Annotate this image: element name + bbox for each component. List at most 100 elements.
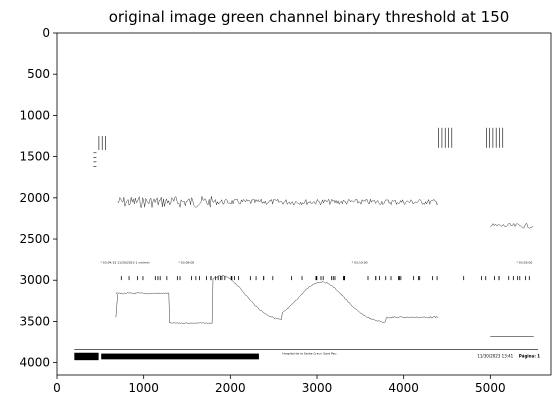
y-tick-label: 0 bbox=[42, 26, 50, 40]
event-marker bbox=[332, 276, 334, 281]
event-marker bbox=[154, 276, 156, 281]
right-label-block bbox=[499, 127, 500, 148]
event-marker bbox=[481, 276, 482, 281]
event-marker bbox=[272, 276, 274, 281]
left-legend-line bbox=[93, 157, 97, 158]
thresholded-image: * 03:04:33 11/30/2023 1 cm/min * 03:09:00… bbox=[74, 127, 540, 361]
event-marker bbox=[128, 276, 130, 281]
event-marker bbox=[375, 276, 377, 281]
timestamp-label: * 03:29:00 bbox=[516, 261, 532, 265]
event-marker bbox=[320, 276, 322, 281]
event-marker bbox=[316, 276, 318, 281]
event-marker bbox=[463, 276, 465, 281]
event-marker bbox=[367, 276, 369, 281]
middle-label-block bbox=[441, 127, 443, 148]
left-label-block bbox=[105, 136, 106, 151]
chart-title: original image green channel binary thre… bbox=[109, 8, 510, 26]
event-marker bbox=[221, 276, 223, 281]
event-marker bbox=[166, 276, 168, 281]
event-marker bbox=[512, 276, 514, 281]
event-marker bbox=[206, 276, 207, 281]
event-marker bbox=[217, 276, 219, 281]
timestamp-label: * 03:19:00 bbox=[352, 261, 368, 265]
event-marker bbox=[231, 276, 233, 281]
event-marker bbox=[398, 276, 399, 281]
event-marker bbox=[220, 276, 221, 281]
event-marker bbox=[233, 276, 235, 281]
middle-label-block bbox=[451, 127, 453, 148]
x-axis: 0 1000 2000 3000 4000 5000 bbox=[53, 375, 506, 395]
x-tick-label: 1000 bbox=[128, 381, 159, 395]
left-legend-line bbox=[93, 152, 97, 154]
event-marker bbox=[331, 276, 333, 281]
footer-center-text: Hospital de la Santa Creu i Sant Pau bbox=[282, 351, 336, 355]
event-marker bbox=[343, 276, 345, 281]
y-tick-label: 2500 bbox=[19, 232, 50, 246]
event-marker bbox=[291, 276, 292, 281]
event-marker bbox=[379, 276, 380, 281]
event-marker bbox=[263, 276, 265, 281]
left-legend-line bbox=[93, 166, 97, 167]
footer-datetime: 11/30/2023 13:41 bbox=[477, 354, 513, 359]
event-marker bbox=[137, 276, 138, 281]
y-tick-label: 3000 bbox=[19, 273, 50, 287]
event-marker bbox=[301, 276, 303, 281]
x-tick-label: 0 bbox=[53, 381, 61, 395]
event-marker bbox=[343, 276, 344, 281]
event-marker bbox=[249, 276, 251, 281]
footer-page-label: Página: 1 bbox=[519, 354, 540, 359]
event-marker bbox=[498, 276, 500, 281]
event-marker bbox=[176, 276, 178, 281]
left-label-block bbox=[101, 136, 103, 151]
footer-bar-left bbox=[74, 352, 99, 361]
event-marker bbox=[230, 276, 232, 281]
event-marker bbox=[508, 276, 510, 281]
event-marker bbox=[519, 276, 521, 281]
event-marker bbox=[322, 276, 324, 281]
event-marker bbox=[315, 276, 317, 281]
y-tick-label: 1500 bbox=[19, 150, 50, 164]
event-marker bbox=[436, 276, 438, 281]
event-marker bbox=[413, 276, 415, 281]
y-tick-label: 4000 bbox=[19, 356, 50, 370]
event-marker bbox=[195, 276, 197, 281]
timestamp-label: * 03:09:00 bbox=[178, 261, 194, 265]
event-marker bbox=[517, 276, 519, 281]
y-tick-label: 3500 bbox=[19, 314, 50, 328]
timestamp-label: * 03:04:33 11/30/2023 1 cm/min bbox=[100, 261, 149, 265]
event-marker bbox=[159, 276, 161, 281]
event-marker bbox=[334, 276, 336, 281]
x-tick-label: 3000 bbox=[302, 381, 333, 395]
event-marker bbox=[179, 276, 181, 281]
middle-label-block bbox=[438, 127, 439, 148]
footer-bar-main bbox=[101, 353, 259, 360]
event-marker bbox=[191, 276, 192, 281]
x-tick-label: 2000 bbox=[215, 381, 246, 395]
event-marker bbox=[238, 276, 240, 281]
x-tick-label: 5000 bbox=[475, 381, 506, 395]
event-marker bbox=[494, 276, 495, 281]
axes-frame bbox=[56, 32, 552, 376]
event-marker bbox=[528, 276, 530, 281]
event-marker bbox=[199, 276, 201, 281]
event-marker bbox=[255, 276, 257, 281]
event-marker bbox=[400, 276, 402, 281]
right-label-block bbox=[489, 127, 490, 148]
event-marker bbox=[157, 276, 159, 281]
event-marker bbox=[120, 276, 122, 281]
lower-trace-start bbox=[115, 294, 118, 318]
left-label-block bbox=[98, 136, 100, 151]
upper-trace bbox=[117, 196, 439, 208]
event-marker bbox=[385, 276, 387, 281]
event-marker bbox=[215, 276, 217, 281]
right-label-block bbox=[492, 127, 494, 148]
y-axis: 0 500 1000 1500 2000 2500 3000 3500 4000 bbox=[19, 26, 57, 370]
event-marker bbox=[390, 276, 392, 281]
y-tick-label: 500 bbox=[27, 67, 50, 81]
left-legend-line bbox=[93, 161, 97, 163]
event-marker bbox=[432, 276, 434, 281]
event-marker bbox=[224, 276, 226, 281]
event-marker bbox=[525, 276, 526, 281]
right-label-block bbox=[502, 127, 504, 148]
